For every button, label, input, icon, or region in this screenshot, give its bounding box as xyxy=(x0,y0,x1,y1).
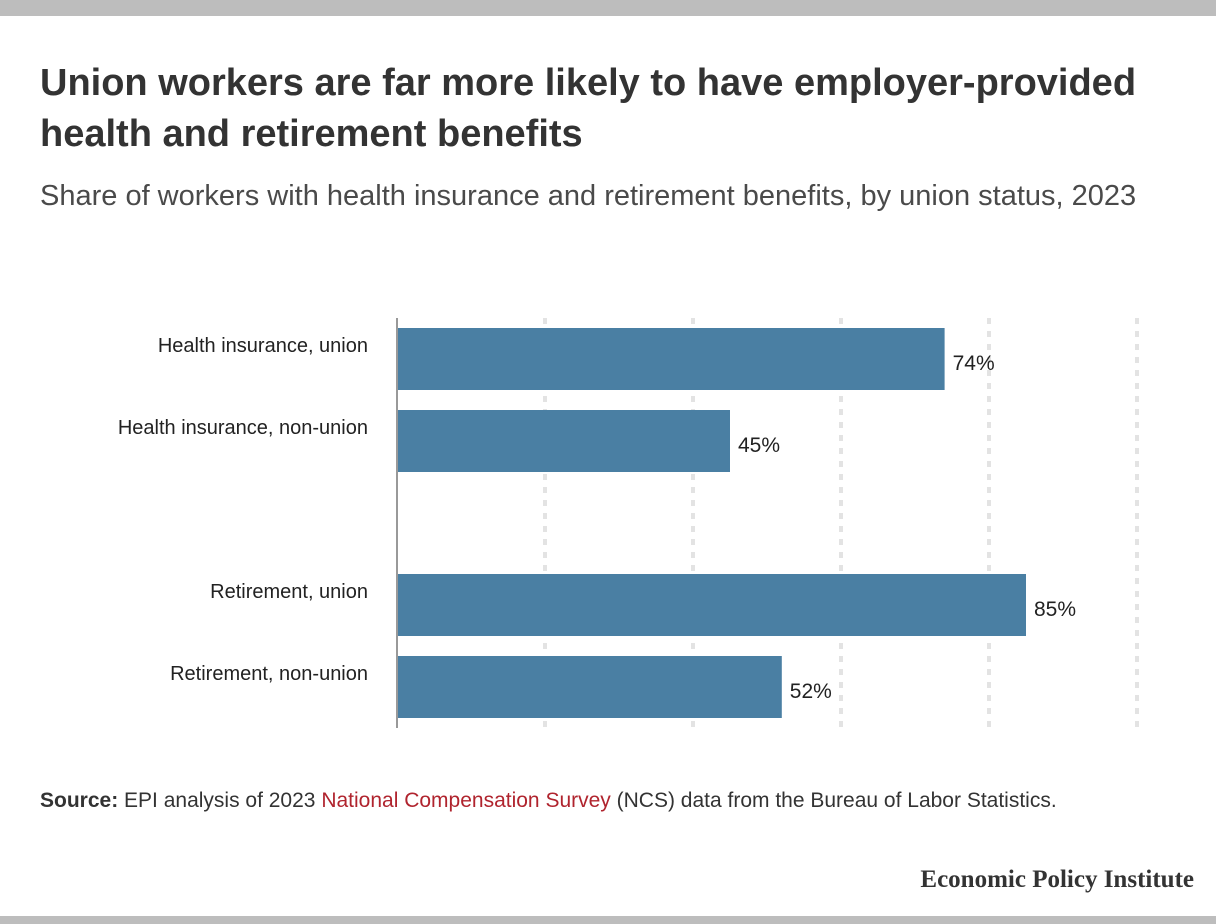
source-label: Source: xyxy=(40,789,119,812)
chart-title: Union workers are far more likely to hav… xyxy=(40,62,1137,155)
brand-logo: Economic Policy Institute xyxy=(920,866,1194,893)
bar-chart: Health insurance, union 74% Health insuran… xyxy=(118,318,1139,728)
source-text-after: (NCS) data from the Bureau of Labor Stat… xyxy=(610,789,1057,812)
bar xyxy=(397,656,782,718)
category-label: Health insurance, union xyxy=(158,335,368,357)
data-label: 74% xyxy=(953,352,995,375)
top-border xyxy=(0,0,1216,16)
data-label: 85% xyxy=(1034,598,1076,621)
category-label: Health insurance, non-union xyxy=(118,417,368,439)
source-note: Source: EPI analysis of 2023 National Co… xyxy=(40,785,1160,816)
bottom-border xyxy=(0,916,1216,924)
data-label: 52% xyxy=(790,680,832,703)
chart-subtitle: Share of workers with health insurance a… xyxy=(40,180,1137,212)
source-text-before: EPI analysis of 2023 xyxy=(118,789,322,812)
source-link[interactable]: National Compensation Survey xyxy=(321,789,611,812)
bar xyxy=(397,574,1026,636)
data-label: 45% xyxy=(738,434,780,457)
bar xyxy=(397,328,945,390)
bar xyxy=(397,410,730,472)
category-label: Retirement, non-union xyxy=(170,663,368,685)
category-label: Retirement, union xyxy=(210,581,368,603)
